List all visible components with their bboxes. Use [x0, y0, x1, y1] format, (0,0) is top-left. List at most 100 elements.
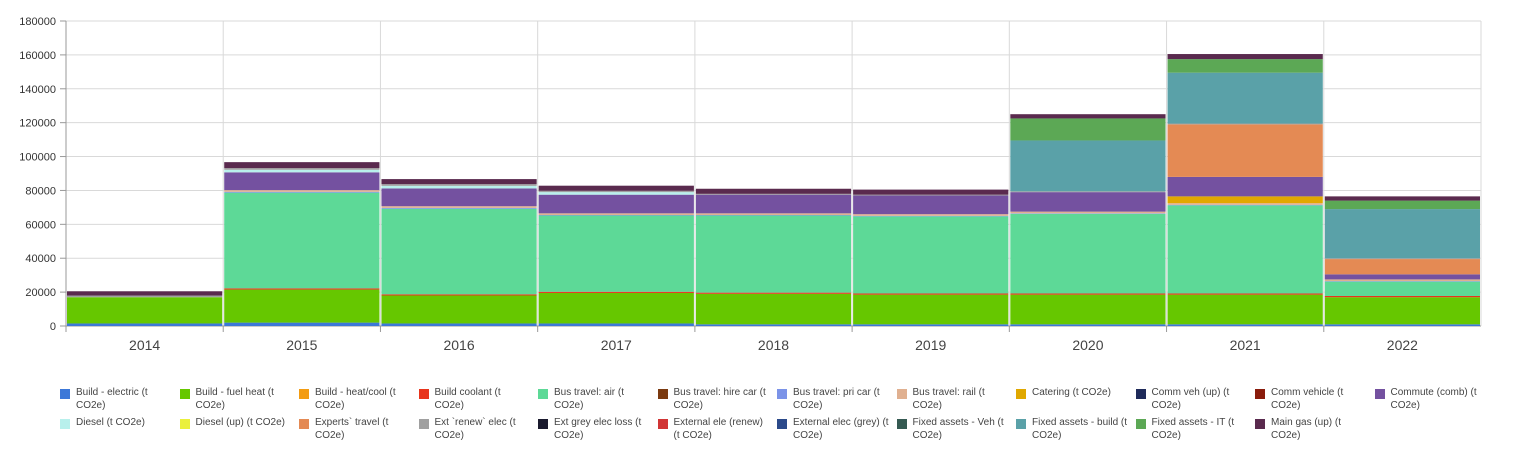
bar-segment[interactable]: [1167, 324, 1323, 326]
bar-segment[interactable]: [224, 192, 380, 289]
bar-segment[interactable]: [1010, 324, 1166, 326]
bar-segment[interactable]: [224, 169, 380, 173]
bar-segment[interactable]: [538, 194, 694, 214]
bar-segment[interactable]: [853, 194, 1009, 196]
bar-segment[interactable]: [1010, 213, 1166, 294]
legend-item[interactable]: Fixed assets - Veh (t CO2e): [896, 416, 1017, 442]
bar-segment[interactable]: [1167, 54, 1323, 60]
bar-segment[interactable]: [1167, 196, 1323, 204]
bar-segment[interactable]: [1010, 213, 1166, 214]
bar-segment[interactable]: [1167, 59, 1323, 73]
bar-segment[interactable]: [1324, 196, 1480, 201]
bar-segment[interactable]: [538, 213, 694, 216]
legend-item[interactable]: Comm vehicle (t CO2e): [1255, 386, 1375, 412]
bar-segment[interactable]: [695, 293, 852, 325]
bar-segment[interactable]: [538, 215, 694, 216]
legend-item[interactable]: Ext grey elec loss (t CO2e): [538, 416, 658, 442]
bar-segment[interactable]: [1010, 191, 1166, 193]
bar-segment[interactable]: [853, 195, 1009, 215]
bar-segment[interactable]: [381, 294, 537, 296]
bar-segment[interactable]: [381, 206, 537, 208]
bar-segment[interactable]: [381, 188, 537, 207]
bar-segment[interactable]: [67, 297, 223, 324]
bar-segment[interactable]: [695, 193, 852, 195]
bar-segment[interactable]: [695, 215, 852, 293]
bar-segment[interactable]: [1167, 124, 1323, 177]
bar-segment[interactable]: [1324, 274, 1480, 280]
legend-item[interactable]: Experts` travel (t CO2e): [299, 416, 419, 442]
bar-segment[interactable]: [1324, 281, 1480, 297]
legend-item[interactable]: Bus travel: pri car (t CO2e): [777, 386, 897, 412]
bar-segment[interactable]: [381, 295, 537, 324]
bar-segment[interactable]: [1010, 118, 1166, 141]
bar-segment[interactable]: [224, 168, 380, 170]
bar-segment[interactable]: [1010, 192, 1166, 212]
bar-segment[interactable]: [538, 215, 694, 292]
bar-segment[interactable]: [381, 208, 537, 295]
bar-segment[interactable]: [224, 288, 380, 290]
bar-segment[interactable]: [381, 185, 537, 189]
legend-item[interactable]: Build - fuel heat (t CO2e): [179, 386, 300, 412]
bar-segment[interactable]: [381, 184, 537, 186]
bar-segment[interactable]: [1324, 281, 1480, 282]
bar-segment[interactable]: [1167, 176, 1323, 197]
legend-item[interactable]: Diesel (up) (t CO2e): [179, 416, 300, 442]
bar-segment[interactable]: [1324, 297, 1480, 325]
bar-segment[interactable]: [853, 324, 1009, 326]
legend-item[interactable]: Fixed assets - IT (t CO2e): [1135, 416, 1256, 442]
bar-segment[interactable]: [695, 324, 852, 326]
bar-segment[interactable]: [853, 216, 1009, 294]
legend-item[interactable]: Main gas (up) (t CO2e): [1255, 416, 1375, 442]
bar-segment[interactable]: [1167, 203, 1323, 205]
bar-segment[interactable]: [538, 292, 694, 324]
legend-item[interactable]: External ele (renew) (t CO2e): [657, 416, 778, 442]
legend-item[interactable]: Commute (comb) (t CO2e): [1374, 386, 1495, 412]
bar-segment[interactable]: [224, 172, 380, 191]
bar-segment[interactable]: [538, 192, 694, 195]
legend-item[interactable]: External elec (grey) (t CO2e): [777, 416, 897, 442]
bar-segment[interactable]: [695, 213, 852, 216]
legend-item[interactable]: Diesel (t CO2e): [60, 416, 180, 442]
bar-segment[interactable]: [381, 207, 537, 209]
bar-segment[interactable]: [224, 289, 380, 323]
bar-segment[interactable]: [538, 185, 694, 191]
bar-segment[interactable]: [224, 190, 380, 192]
legend-item[interactable]: Bus travel: hire car (t CO2e): [657, 386, 778, 412]
bar-segment[interactable]: [538, 291, 694, 293]
bar-segment[interactable]: [1324, 259, 1480, 275]
bar-segment[interactable]: [224, 162, 380, 169]
bar-segment[interactable]: [1324, 279, 1480, 282]
bar-segment[interactable]: [1167, 204, 1323, 206]
bar-segment[interactable]: [853, 294, 1009, 325]
bar-segment[interactable]: [695, 188, 852, 194]
bar-segment[interactable]: [538, 323, 694, 326]
bar-segment[interactable]: [1167, 72, 1323, 124]
legend-item[interactable]: Build - electric (t CO2e): [60, 386, 180, 412]
bar-segment[interactable]: [67, 323, 223, 326]
bar-segment[interactable]: [1010, 294, 1166, 325]
bar-segment[interactable]: [381, 179, 537, 185]
bar-segment[interactable]: [1010, 114, 1166, 119]
legend-item[interactable]: Bus travel: air (t CO2e): [538, 386, 658, 412]
bar-segment[interactable]: [1167, 293, 1323, 295]
bar-segment[interactable]: [853, 189, 1009, 195]
bar-segment[interactable]: [224, 322, 380, 326]
bar-segment[interactable]: [695, 215, 852, 216]
bar-segment[interactable]: [1324, 200, 1480, 210]
bar-segment[interactable]: [538, 190, 694, 193]
bar-segment[interactable]: [853, 293, 1009, 295]
bar-segment[interactable]: [853, 215, 1009, 217]
bar-segment[interactable]: [1324, 209, 1480, 259]
bar-segment[interactable]: [381, 323, 537, 326]
bar-segment[interactable]: [1167, 205, 1323, 294]
bar-segment[interactable]: [1010, 293, 1166, 295]
bar-segment[interactable]: [695, 194, 852, 214]
legend-item[interactable]: Catering (t CO2e): [1016, 386, 1136, 412]
bar-segment[interactable]: [853, 214, 1009, 216]
bar-segment[interactable]: [1167, 294, 1323, 325]
legend-item[interactable]: Bus travel: rail (t CO2e): [896, 386, 1017, 412]
bar-segment[interactable]: [224, 191, 380, 193]
legend-item[interactable]: Build - heat/cool (t CO2e): [299, 386, 419, 412]
legend-item[interactable]: Comm veh (up) (t CO2e): [1135, 386, 1256, 412]
bar-segment[interactable]: [67, 295, 223, 298]
